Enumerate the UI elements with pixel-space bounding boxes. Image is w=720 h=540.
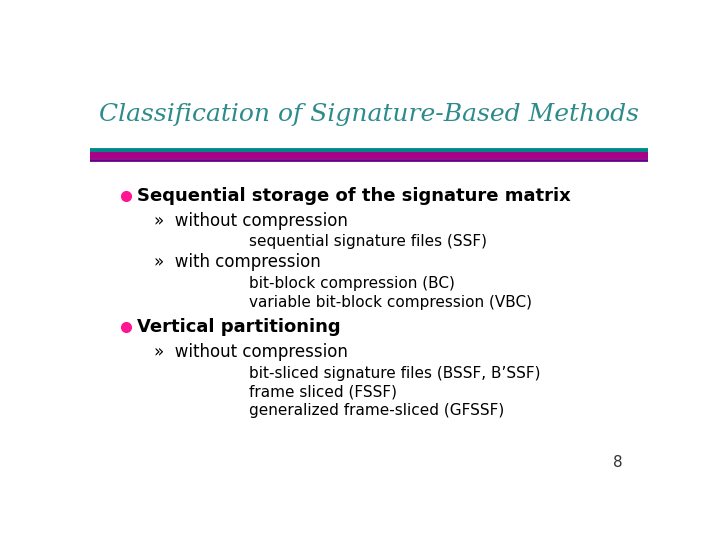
Text: »  with compression: » with compression <box>154 253 321 271</box>
Text: Classification of Signature-Based Methods: Classification of Signature-Based Method… <box>99 103 639 126</box>
Text: Vertical partitioning: Vertical partitioning <box>138 318 341 336</box>
Text: Sequential storage of the signature matrix: Sequential storage of the signature matr… <box>138 187 571 205</box>
Text: bit-sliced signature files (BSSF, B’SSF): bit-sliced signature files (BSSF, B’SSF) <box>249 366 541 381</box>
Text: frame sliced (FSSF): frame sliced (FSSF) <box>249 384 397 400</box>
Text: sequential signature files (SSF): sequential signature files (SSF) <box>249 234 487 249</box>
Text: »  without compression: » without compression <box>154 343 348 361</box>
Text: bit-block compression (BC): bit-block compression (BC) <box>249 276 455 292</box>
Text: »  without compression: » without compression <box>154 212 348 230</box>
Text: generalized frame-sliced (GFSSF): generalized frame-sliced (GFSSF) <box>249 403 504 418</box>
Text: 8: 8 <box>613 455 623 470</box>
Text: variable bit-block compression (VBC): variable bit-block compression (VBC) <box>249 295 532 310</box>
